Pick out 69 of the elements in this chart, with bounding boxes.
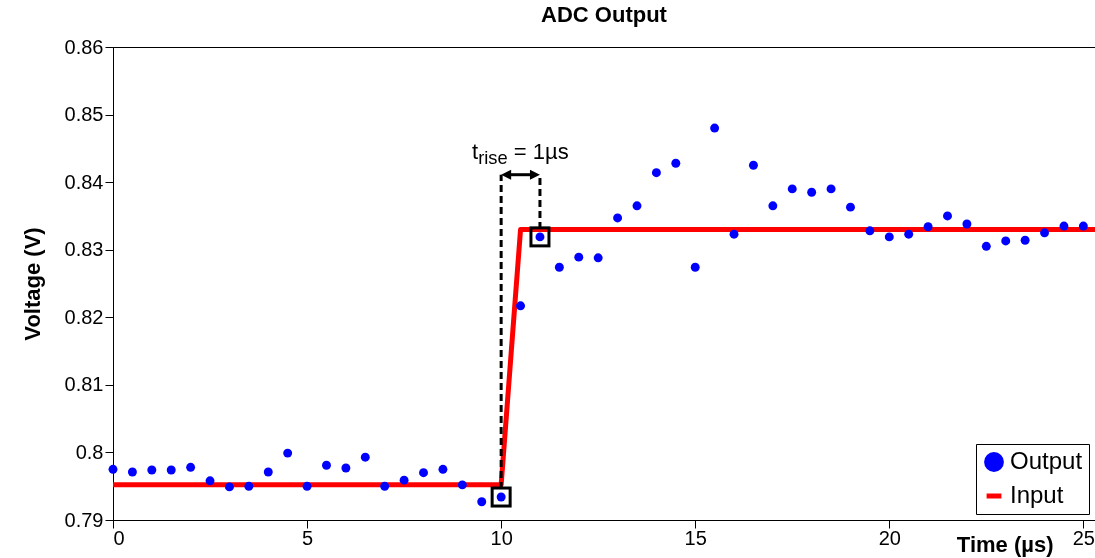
- point: [768, 201, 778, 211]
- point: [419, 468, 428, 478]
- point: [846, 202, 855, 212]
- annotation: t$_{rise}$ = 1µs: [472, 138, 569, 170]
- point: [283, 448, 293, 458]
- point: [1001, 236, 1011, 246]
- point: [923, 222, 933, 232]
- point: [108, 464, 118, 474]
- point: [399, 475, 409, 485]
- x-tick-label: 0: [113, 526, 125, 549]
- point: [593, 253, 603, 263]
- point: [884, 232, 894, 242]
- point: [341, 463, 351, 473]
- point: [943, 211, 952, 221]
- y-tick-label: 0.82: [64, 305, 104, 328]
- point: [127, 467, 137, 477]
- point: [380, 481, 390, 491]
- point: [1078, 221, 1088, 231]
- point: [147, 465, 157, 475]
- point: [205, 476, 215, 486]
- point: [1059, 221, 1069, 231]
- x-tick-label: 25: [1072, 526, 1095, 549]
- point: [690, 262, 700, 272]
- point: [166, 465, 176, 475]
- point: [554, 262, 564, 272]
- x-tick-label: 5: [302, 526, 314, 549]
- point: [865, 226, 875, 236]
- point: [710, 123, 720, 133]
- point: [457, 480, 467, 490]
- x-tick-label: 15: [684, 526, 707, 549]
- x-tick-label: 20: [878, 526, 901, 549]
- point: [632, 201, 642, 211]
- point: [574, 252, 584, 262]
- point: [477, 497, 487, 507]
- legend-label: Input: [1010, 481, 1064, 508]
- y-tick-label: 0.85: [64, 103, 104, 126]
- point: [826, 184, 836, 194]
- point: [613, 213, 623, 223]
- y-tick-label: 0.83: [64, 238, 104, 261]
- y-tick-label: 0.8: [75, 440, 104, 463]
- point: [981, 241, 991, 251]
- y-tick-label: 0.79: [64, 508, 104, 531]
- point: [322, 460, 331, 470]
- y-tick-label: 0.86: [64, 35, 104, 58]
- point: [302, 481, 312, 491]
- y-tick-label: 0.81: [64, 373, 104, 396]
- point: [438, 464, 448, 474]
- point: [651, 168, 661, 178]
- chart-title: ADC Output: [541, 2, 668, 27]
- point: [186, 462, 196, 472]
- legend-label: Output: [1010, 447, 1083, 474]
- point: [1040, 228, 1050, 238]
- point: [748, 160, 758, 170]
- point: [224, 482, 234, 492]
- point: [962, 219, 972, 229]
- point: [1020, 235, 1030, 245]
- point: [244, 481, 254, 491]
- point: [729, 229, 739, 239]
- point: [516, 301, 526, 311]
- point: [904, 229, 914, 239]
- point: [360, 452, 370, 462]
- point: [671, 158, 681, 168]
- point: [787, 184, 797, 194]
- point: [807, 187, 817, 197]
- x-axis-title: Time (µs): [956, 531, 1054, 557]
- point: [263, 467, 273, 477]
- y-tick-label: 0.84: [64, 170, 104, 193]
- x-tick-label: 10: [490, 526, 513, 549]
- y-axis-title: Voltage (V): [19, 227, 45, 341]
